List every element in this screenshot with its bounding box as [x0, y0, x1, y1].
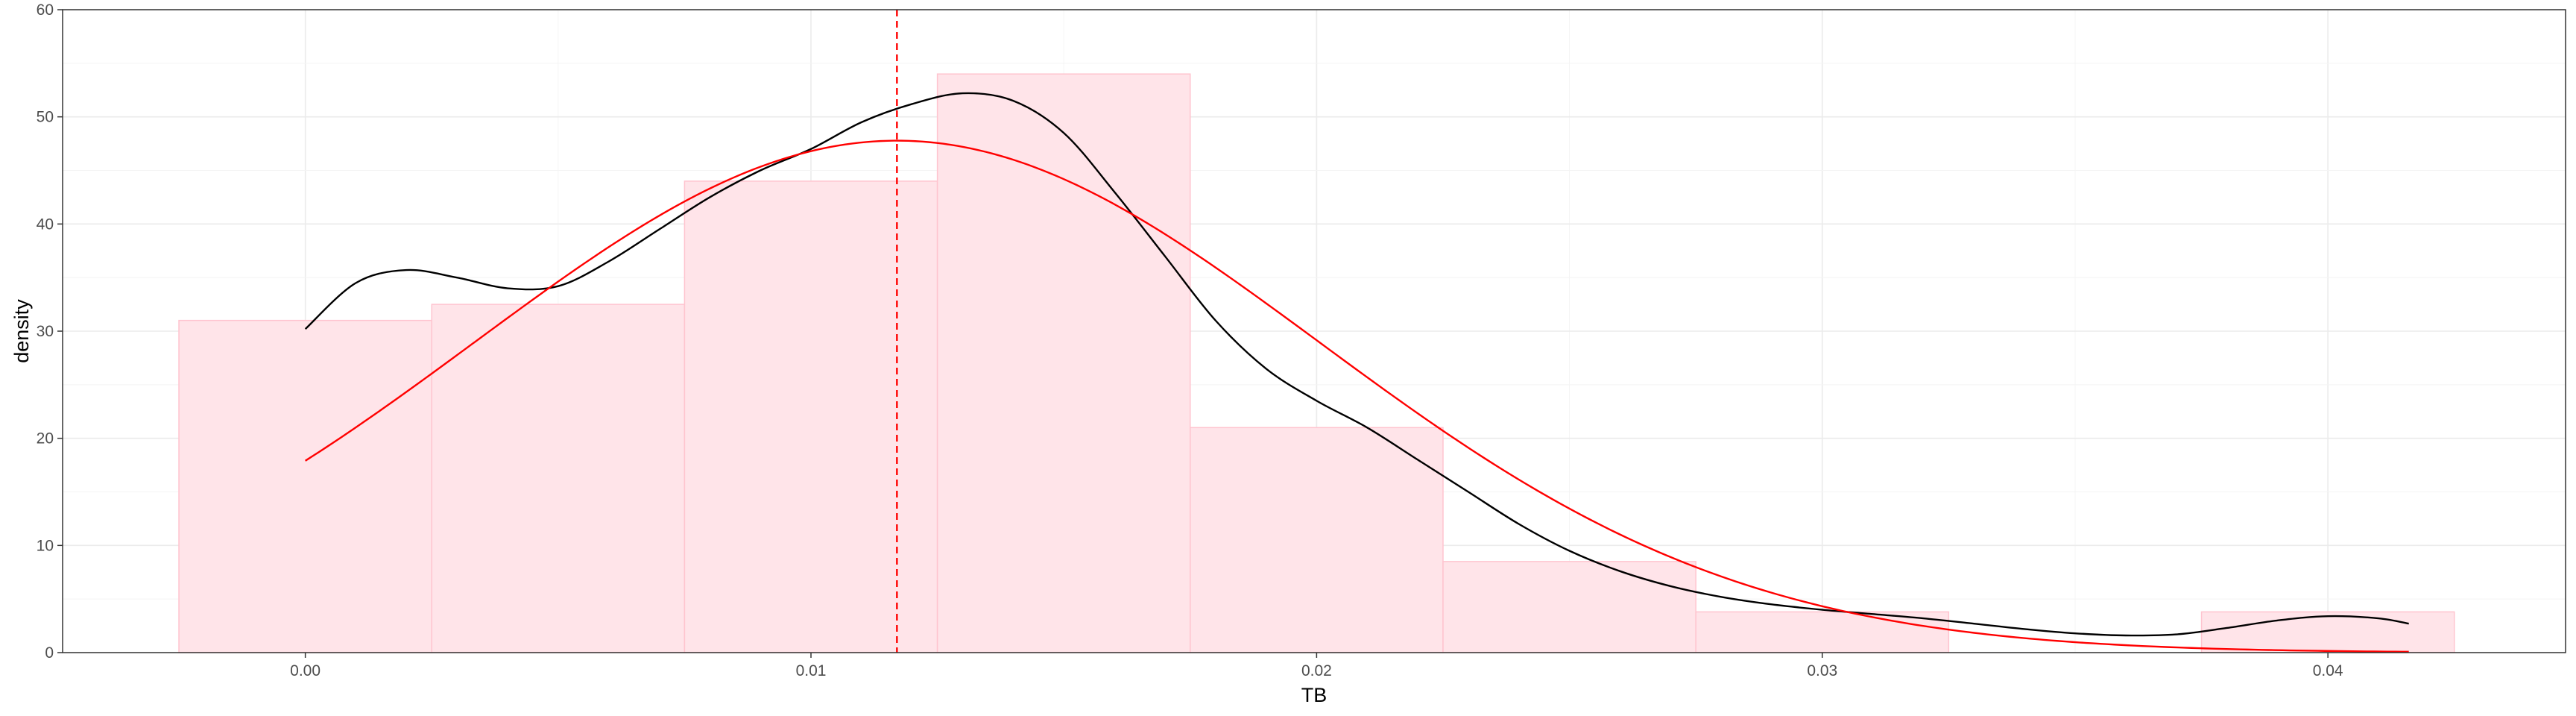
histogram-bar: [936, 73, 1191, 653]
histogram-bar: [431, 304, 686, 653]
x-axis-ticks: 0.00 0.01 0.02 0.03 0.04: [290, 653, 2343, 679]
y-tick-label: 20: [37, 430, 54, 448]
y-axis-title: density: [10, 299, 33, 363]
histogram-bar: [1190, 427, 1444, 653]
y-tick-label: 0: [45, 644, 54, 662]
y-tick-label: 50: [37, 109, 54, 126]
y-tick-label: 10: [37, 537, 54, 554]
x-tick-label: 0.03: [1807, 662, 1837, 679]
histogram-bars: [178, 73, 2455, 653]
y-axis-ticks: 0 10 20 30 40 50 60: [37, 1, 63, 662]
histogram-bar: [1695, 611, 1950, 653]
x-axis-title: TB: [1301, 684, 1328, 706]
kernel-density-curve: [304, 92, 2409, 637]
histogram-bar: [1442, 561, 1696, 653]
x-tick-label: 0.02: [1301, 662, 1332, 679]
histogram-bar: [178, 319, 432, 653]
x-tick-label: 0.00: [290, 662, 321, 679]
y-tick-label: 30: [37, 323, 54, 340]
y-tick-label: 60: [37, 1, 54, 19]
histogram-bar: [684, 180, 938, 653]
x-tick-label: 0.04: [2313, 662, 2343, 679]
histogram-bar: [2200, 611, 2455, 653]
x-tick-label: 0.01: [796, 662, 827, 679]
y-tick-label: 40: [37, 216, 54, 233]
normal-density-curve: [304, 139, 2409, 653]
